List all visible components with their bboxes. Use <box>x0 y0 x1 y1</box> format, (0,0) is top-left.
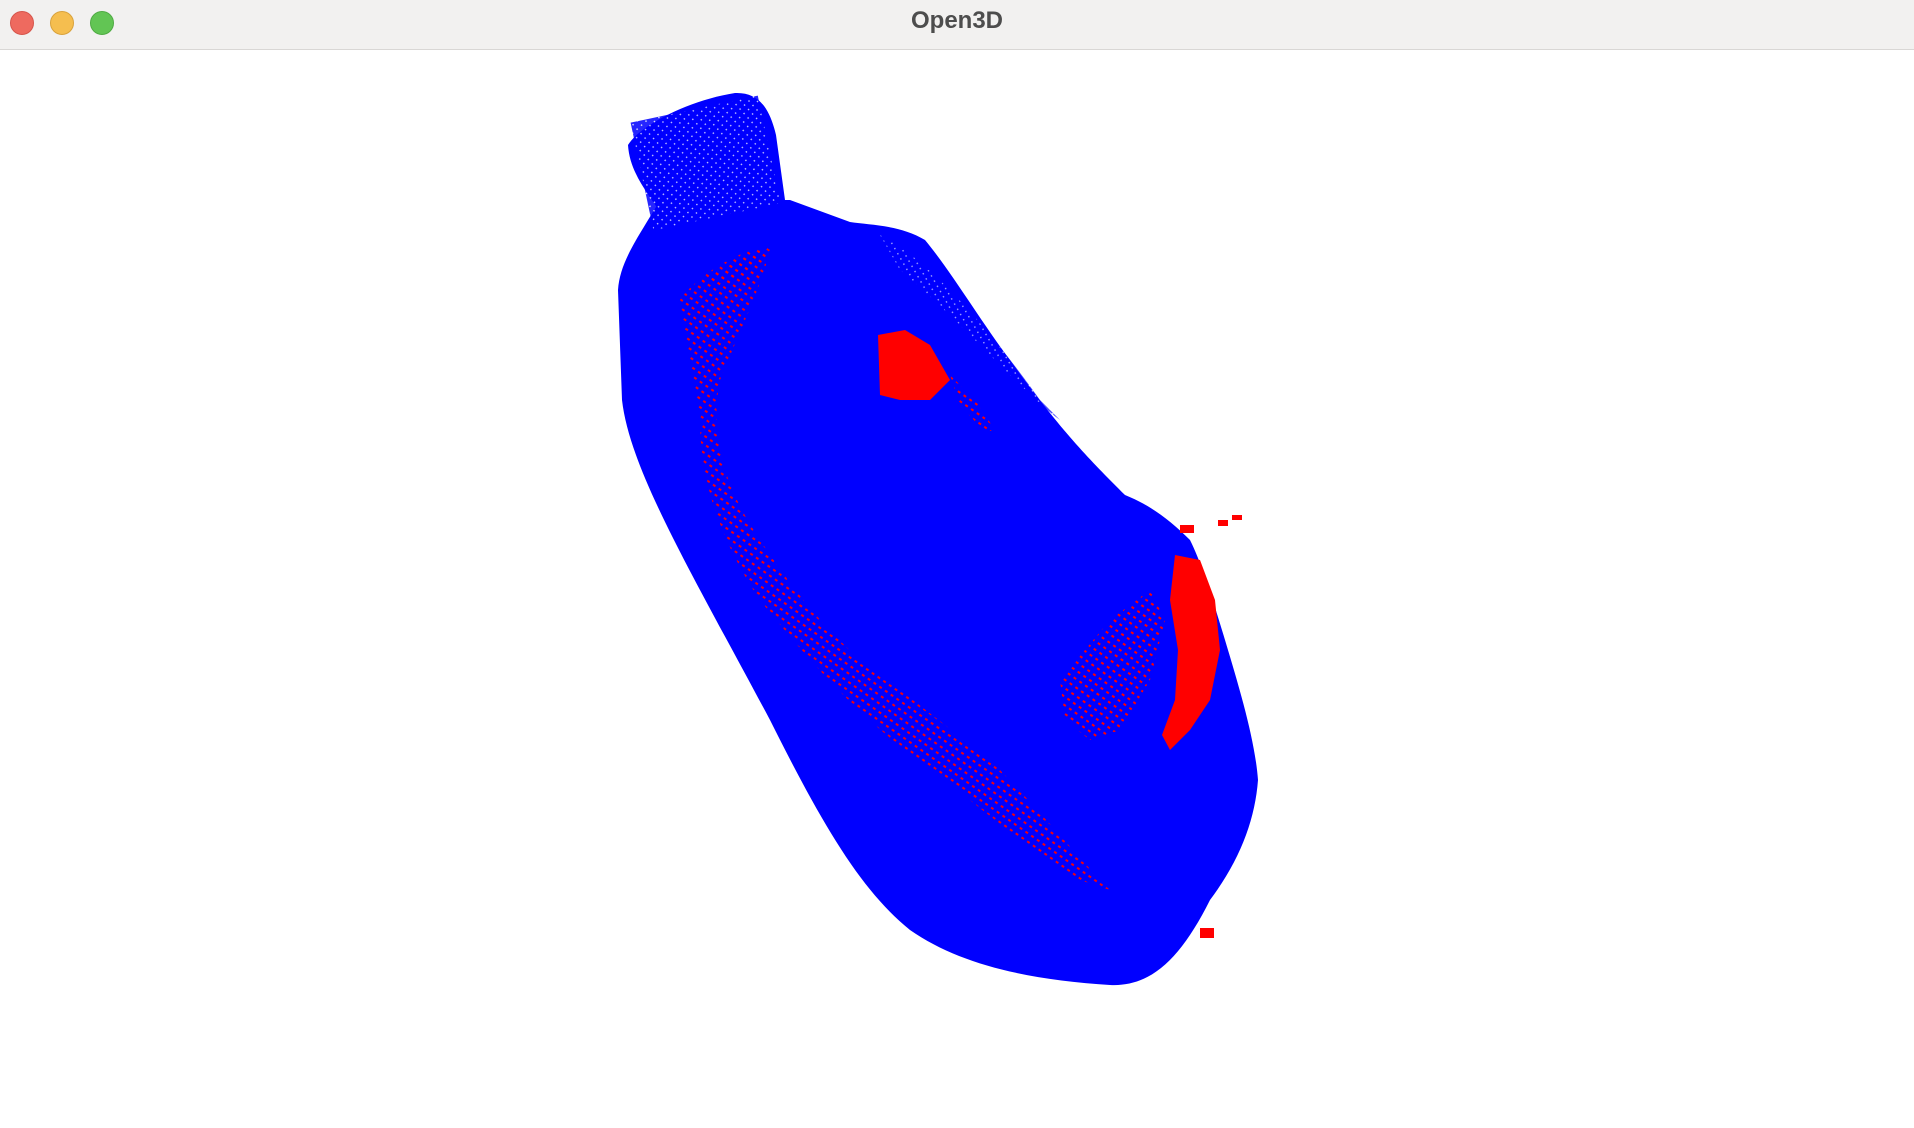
red-outlier-2 <box>1218 520 1228 526</box>
red-cluster-right <box>1162 555 1220 750</box>
red-outlier-1 <box>1180 525 1194 533</box>
title-bar[interactable]: Open3D <box>0 0 1914 50</box>
minimize-button[interactable] <box>50 11 74 35</box>
red-outlier-4 <box>1200 928 1214 938</box>
3d-viewport[interactable] <box>0 50 1914 1128</box>
red-cluster-upper-left <box>700 245 770 285</box>
point-cloud-render <box>618 92 1258 986</box>
close-button[interactable] <box>10 11 34 35</box>
zoom-button[interactable] <box>90 11 114 35</box>
rim-texture <box>880 235 1060 420</box>
red-cluster-top-tail <box>950 375 995 432</box>
window-title: Open3D <box>910 7 1003 34</box>
neck-texture <box>630 95 781 231</box>
red-outlier-3 <box>1232 515 1242 520</box>
bottle-body-points <box>618 200 1258 986</box>
red-cluster-top <box>878 330 950 400</box>
red-cluster-right-interior <box>1060 590 1165 740</box>
red-cluster-left <box>680 248 1110 891</box>
